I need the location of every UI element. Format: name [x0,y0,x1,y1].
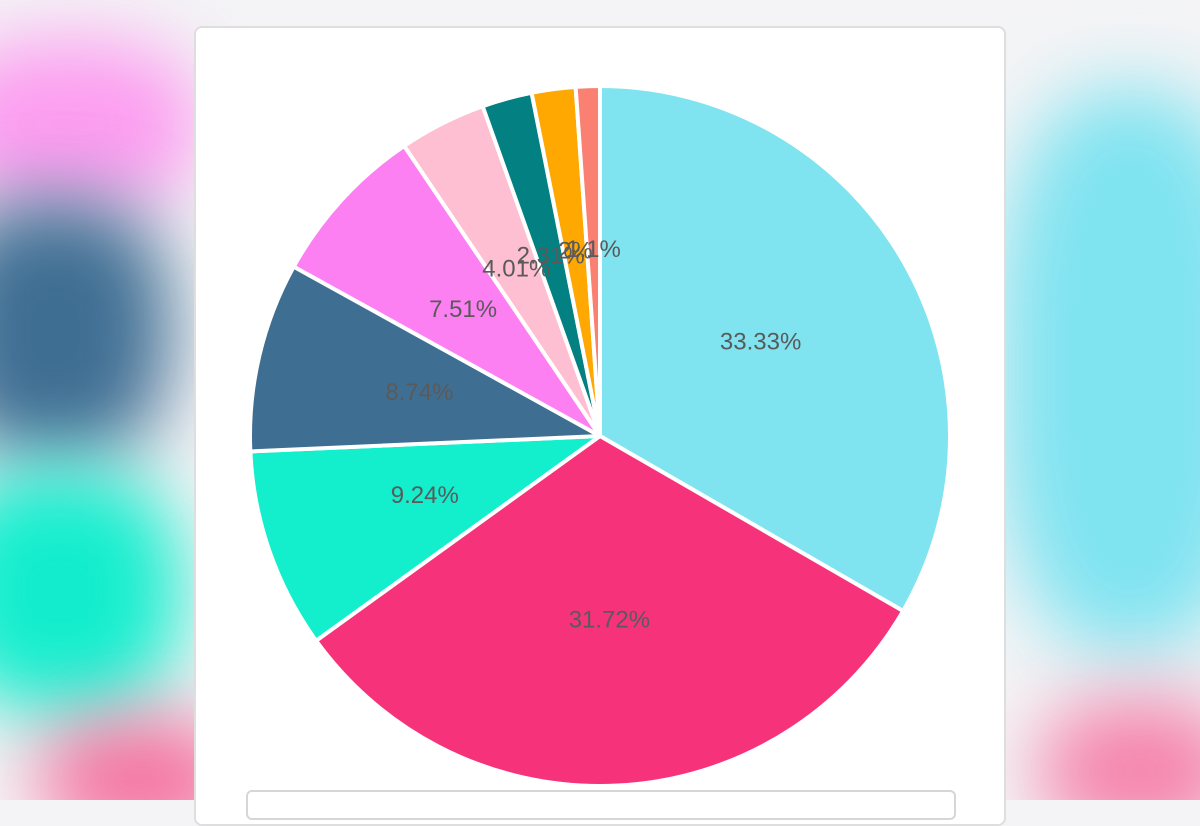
pie-labels: 33.33% 31.72% 9.24% 8.74% 7.51% 4.01%2.31%2%1… [385,236,801,634]
pie-slice-label-8: 1.1% [566,236,621,263]
background-blur-rose-right [1040,700,1200,800]
background-blur-teal [0,470,180,710]
pie-slice-label-5: 4.01% [482,256,550,283]
pie-slice-3[interactable] [248,264,602,454]
pie-slice-2[interactable] [248,434,602,643]
background-blur-slate [0,200,170,460]
pie-slice-0[interactable] [598,84,953,613]
pie-slice-8[interactable] [573,84,602,438]
pie-chart: 33.33% 31.72% 9.24% 8.74% 7.51% 4.01%2.31%2%1… [248,84,953,788]
background-blur-pink [0,40,200,210]
pie-slice-label-6: 2.31% [517,243,585,270]
background-blur-cyan [1000,90,1200,650]
pie-slice-label-3: 8.74% [385,379,453,406]
pie-slice-4[interactable] [291,143,602,438]
pie-slice-label-0: 33.33% [720,329,801,356]
pie-slice-label-1: 31.72% [569,607,650,634]
pie-slices [248,84,953,788]
pie-slice-label-4: 7.51% [429,296,497,323]
pie-slice-1[interactable] [314,434,906,788]
pie-slice-label-7: 2% [558,237,593,264]
pie-slice-label-2: 9.24% [391,482,459,509]
